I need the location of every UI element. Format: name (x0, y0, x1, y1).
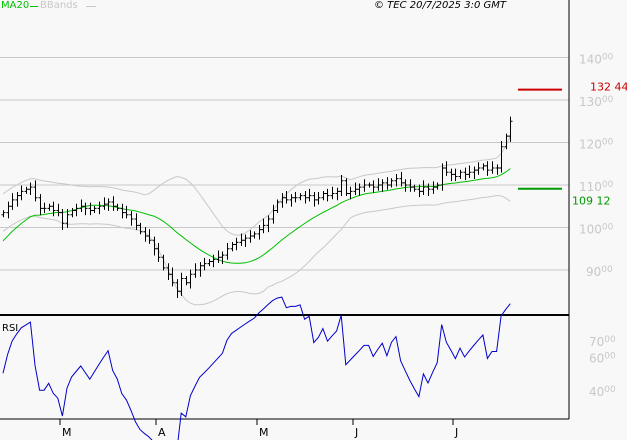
legend-bbands: BBands (40, 0, 78, 11)
rsi-tick-label: 4000 (589, 385, 616, 399)
price-tick-label: 9000 (586, 265, 613, 279)
rsi-line (2, 296, 511, 440)
price-tick-label: 10000 (579, 223, 614, 237)
legend-ma20-swatch (30, 6, 38, 7)
rsi-label: RSI (2, 323, 18, 334)
month-label: M (259, 426, 269, 439)
month-label: J (354, 426, 358, 439)
month-label: J (454, 426, 458, 439)
price-tick-label: 14000 (579, 53, 614, 67)
price-tick-label: 13000 (579, 95, 614, 109)
bband-upper (2, 135, 511, 236)
copyright: © TEC 20/7/2025 3:0 GMT (374, 0, 506, 11)
legend-ma20: MA20 (1, 0, 30, 11)
rsi-tick-label: 7000 (589, 335, 616, 349)
resistance-label: 132 44 (590, 81, 627, 94)
month-label: A (158, 426, 166, 439)
bband-lower (2, 194, 511, 306)
price-tick-label: 12000 (579, 138, 614, 152)
rsi-tick-label: 6000 (589, 352, 616, 366)
price-tick-label: 11000 (579, 180, 614, 194)
legend-bbands-swatch (86, 6, 96, 7)
support-label: 109 12 (572, 195, 611, 208)
month-label: M (62, 426, 72, 439)
ma20-line (2, 168, 511, 264)
